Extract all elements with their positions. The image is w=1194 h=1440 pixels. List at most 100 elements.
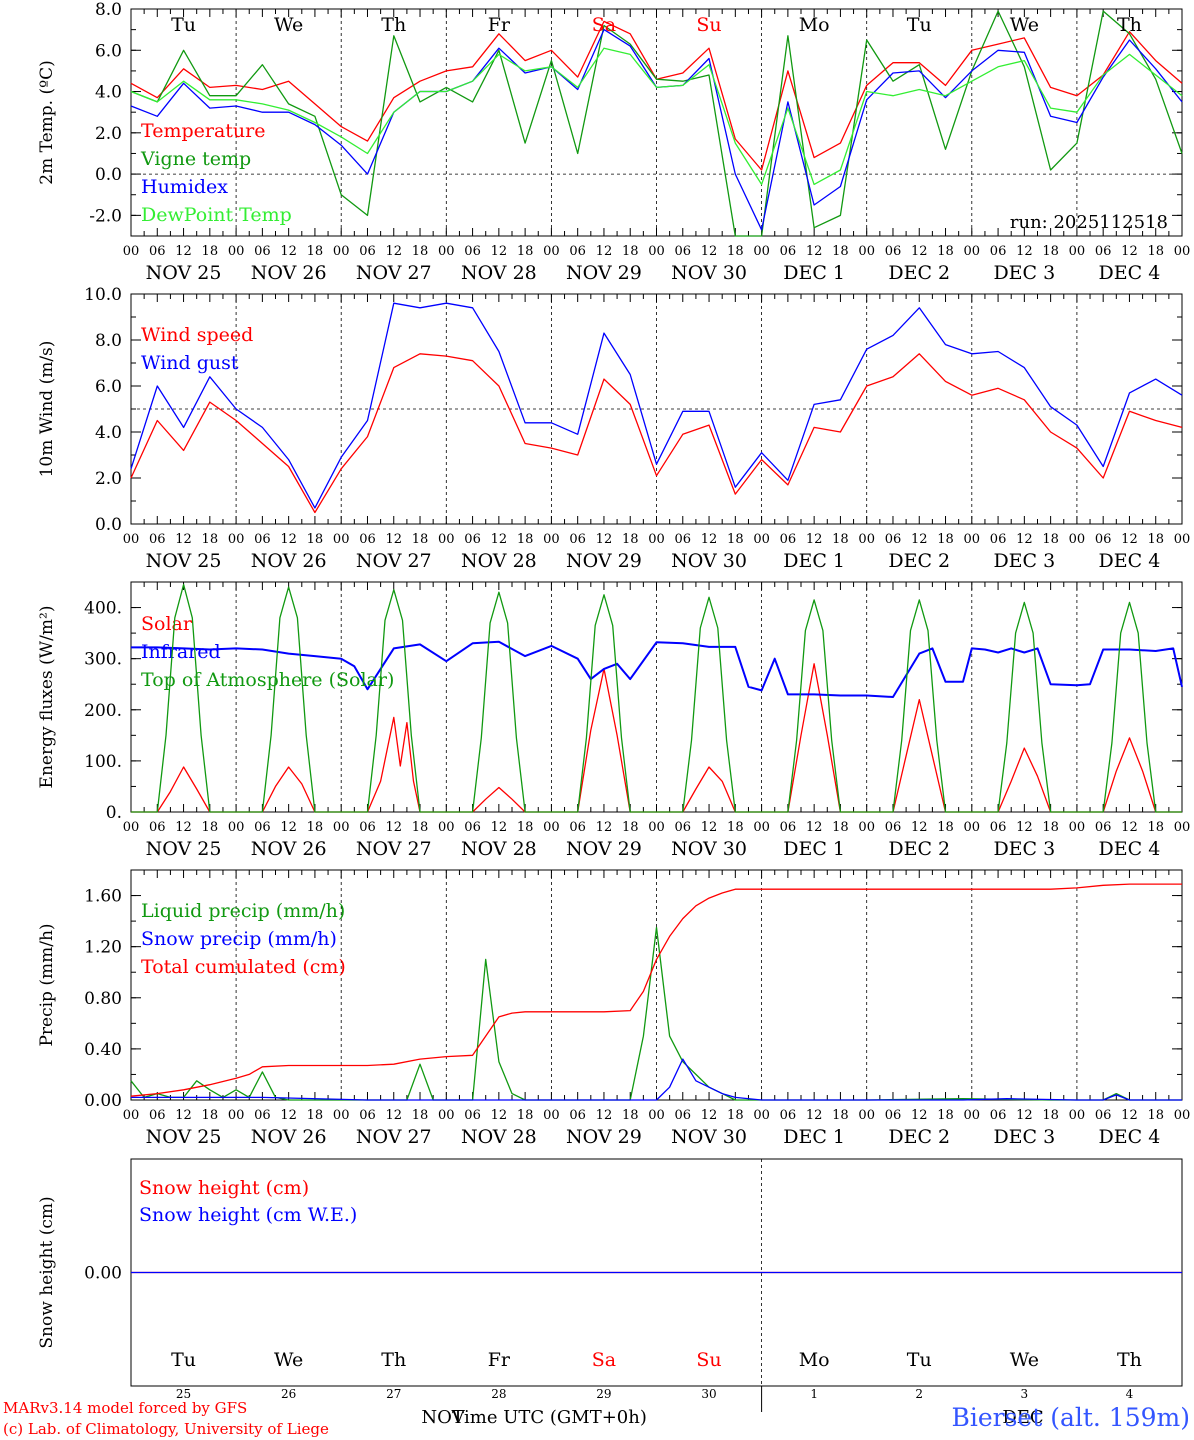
- hour-label: 18: [832, 1108, 849, 1123]
- hour-label: 06: [464, 244, 481, 259]
- hour-label: 00: [438, 820, 455, 835]
- hour-label: 00: [438, 532, 455, 547]
- hour-label: 06: [359, 532, 376, 547]
- date-label: NOV 26: [251, 550, 327, 572]
- legend-entry: Temperature: [141, 120, 265, 142]
- hour-label: 12: [596, 1108, 613, 1123]
- hour-label: 18: [307, 1108, 324, 1123]
- hour-label: 18: [1042, 244, 1059, 259]
- day-name: Sa: [592, 14, 616, 36]
- y-tick-label: 0.0: [95, 165, 122, 185]
- hour-label: 18: [1147, 244, 1164, 259]
- hour-label: 12: [1121, 532, 1138, 547]
- hour-label: 18: [727, 820, 744, 835]
- run-label: run: 2025112518: [1010, 212, 1168, 233]
- hour-label: 12: [385, 244, 402, 259]
- hour-label: 12: [175, 532, 192, 547]
- day-number: 2: [915, 1387, 923, 1401]
- hour-label: 00: [648, 820, 665, 835]
- hour-label: 06: [569, 532, 586, 547]
- hour-label: 06: [675, 1108, 692, 1123]
- month-label: DEC: [1002, 1407, 1043, 1428]
- day-name: Tu: [907, 14, 932, 36]
- legend-entry: Vigne temp: [140, 148, 251, 170]
- hour-label: 06: [675, 820, 692, 835]
- y-axis-label: Precip (mm/h): [37, 923, 57, 1046]
- date-label: NOV 25: [146, 838, 222, 860]
- y-tick-label: 4.0: [95, 423, 122, 443]
- day-number: 28: [491, 1387, 506, 1401]
- credit-line-2: (c) Lab. of Climatology, University of L…: [3, 1420, 329, 1438]
- y-tick-label: 4.0: [95, 83, 122, 103]
- series-top-of-atmosphere-solar-: [131, 583, 1182, 813]
- hour-label: 06: [675, 532, 692, 547]
- hour-label: 06: [149, 1108, 166, 1123]
- hour-label: 12: [385, 532, 402, 547]
- panel-wind: 10.0 8.0 6.0 4.0 2.0 0.0 10m Wind (m/s) Wind sp…: [37, 285, 1190, 572]
- hour-label: 18: [1147, 820, 1164, 835]
- hour-label: 18: [937, 820, 954, 835]
- hour-label: 12: [1016, 1108, 1033, 1123]
- hour-label: 12: [701, 1108, 718, 1123]
- hour-label: 06: [254, 1108, 271, 1123]
- date-label: NOV 25: [146, 262, 222, 284]
- hour-label: 06: [990, 820, 1007, 835]
- hour-label: 06: [149, 244, 166, 259]
- hour-label: 00: [228, 244, 245, 259]
- hour-label: 18: [517, 1108, 534, 1123]
- station-label: Bierset (alt. 159m): [951, 1403, 1190, 1432]
- x-axis-title: Time UTC (GMT+0h): [452, 1407, 647, 1428]
- hour-label: 18: [727, 532, 744, 547]
- hour-label: 18: [412, 820, 429, 835]
- hour-label: 00: [858, 244, 875, 259]
- hour-label: 06: [1095, 1108, 1112, 1123]
- hour-label: 06: [1095, 532, 1112, 547]
- date-label: DEC 1: [783, 1126, 845, 1148]
- date-label: NOV 28: [461, 838, 537, 860]
- hour-label: 12: [911, 244, 928, 259]
- hour-label: 18: [307, 532, 324, 547]
- date-label: NOV 28: [461, 262, 537, 284]
- y-axis-label: Energy fluxes (W/m²): [37, 606, 57, 789]
- date-label: NOV 29: [566, 262, 642, 284]
- y-tick-label: 1.60: [84, 887, 122, 907]
- hour-label: 06: [359, 244, 376, 259]
- hour-label: 12: [596, 244, 613, 259]
- date-label: NOV 30: [671, 262, 747, 284]
- footer: MARv3.14 model forced by GFS (c) Lab. of…: [3, 1399, 1190, 1438]
- hour-label: 18: [622, 244, 639, 259]
- legend-entry: Humidex: [141, 176, 228, 198]
- hour-label: 18: [202, 1108, 219, 1123]
- y-axis-label: 2m Temp. (ºC): [37, 60, 57, 185]
- y-tick-label: 400.: [84, 599, 122, 619]
- hour-label: 00: [333, 244, 350, 259]
- hour-label: 00: [858, 1108, 875, 1123]
- hour-label: 06: [990, 532, 1007, 547]
- hour-label: 18: [517, 820, 534, 835]
- date-label: NOV 30: [671, 550, 747, 572]
- y-tick-label: 200.: [84, 701, 122, 721]
- series-wind-speed: [130, 353, 1183, 514]
- day-name: Tu: [171, 1349, 196, 1371]
- panel-energy: 400. 300. 200. 100. 0. Energy fluxes (W/m²) So…: [37, 581, 1190, 860]
- hour-label: 06: [569, 244, 586, 259]
- legend-entry: Wind speed: [141, 324, 253, 346]
- y-tick-label: 1.20: [84, 938, 122, 958]
- hour-label: 18: [307, 244, 324, 259]
- hour-label: 12: [596, 532, 613, 547]
- hour-label: 06: [149, 532, 166, 547]
- hour-label: 12: [1121, 1108, 1138, 1123]
- hour-label: 00: [964, 532, 981, 547]
- date-label: DEC 3: [993, 550, 1055, 572]
- hour-label: 12: [175, 1108, 192, 1123]
- hour-label: 00: [123, 532, 140, 547]
- hour-label: 06: [885, 1108, 902, 1123]
- hour-label: 06: [254, 532, 271, 547]
- date-label: NOV 30: [671, 838, 747, 860]
- date-label: DEC 4: [1099, 838, 1161, 860]
- legend-entry: Solar: [141, 613, 193, 635]
- hour-label: 00: [964, 820, 981, 835]
- hour-label: 00: [1069, 244, 1086, 259]
- date-label: DEC 1: [783, 262, 845, 284]
- legend-entry: Infrared: [141, 641, 221, 663]
